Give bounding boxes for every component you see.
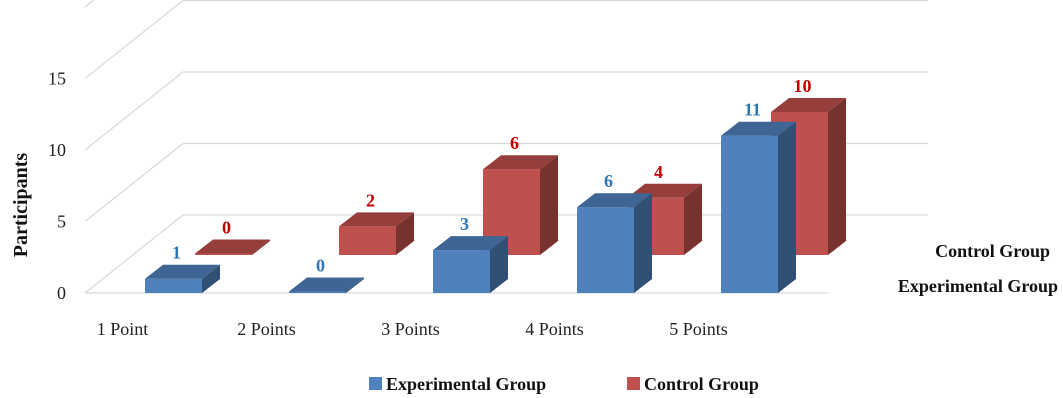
bar-front — [721, 135, 778, 293]
bar-side — [346, 277, 364, 293]
bar-top — [483, 155, 558, 170]
bar-front — [339, 226, 396, 255]
x-tick-label: 5 Points — [669, 319, 728, 339]
bar-experimental-group — [433, 236, 508, 293]
y-tick-label: 0 — [57, 283, 66, 303]
data-label: 0 — [316, 256, 325, 276]
legend: Experimental Group Control Group — [369, 374, 759, 394]
y-tick-label: 5 — [57, 212, 66, 232]
bar-side — [684, 183, 702, 255]
bar-side — [828, 98, 846, 255]
legend-label-control: Control Group — [644, 374, 759, 394]
legend-swatch-control — [627, 377, 640, 390]
bar-top — [771, 98, 846, 112]
data-label: 6 — [510, 133, 519, 153]
bar-side — [202, 264, 220, 293]
depth-label-control: Control Group — [935, 241, 1050, 261]
bar-top — [721, 121, 796, 136]
y-tick-label: 15 — [48, 69, 66, 89]
x-tick-label: 3 Points — [381, 319, 440, 339]
x-tick-label: 2 Points — [237, 319, 296, 339]
bar-front — [433, 250, 490, 293]
bar-front — [289, 291, 346, 293]
bars — [145, 98, 846, 293]
bar-top — [339, 212, 414, 227]
gridline — [84, 142, 928, 222]
bar-control-group — [195, 239, 270, 255]
data-label: 3 — [460, 214, 469, 234]
bar-experimental-group — [577, 193, 652, 293]
bar-side — [490, 236, 508, 293]
bar-front — [145, 278, 202, 293]
gridline — [84, 71, 928, 151]
bar-side — [540, 155, 558, 255]
data-label: 11 — [744, 100, 761, 120]
gridline — [84, 0, 928, 79]
bar-top — [145, 264, 220, 279]
bar-front — [577, 207, 634, 293]
bar-side — [396, 212, 414, 255]
legend-swatch-experimental — [369, 377, 382, 390]
bar-side — [252, 239, 270, 255]
bar-control-group — [339, 212, 414, 255]
y-tick-label: 10 — [48, 140, 66, 160]
bar-top — [433, 236, 508, 251]
x-tick-label: 1 Point — [97, 319, 149, 339]
bar-top — [195, 239, 270, 254]
data-label: 6 — [604, 171, 613, 191]
bar-experimental-group — [289, 277, 364, 293]
bar-side — [634, 193, 652, 293]
data-label: 2 — [366, 190, 375, 210]
x-tick-label: 4 Points — [525, 319, 584, 339]
bar-experimental-group — [145, 264, 220, 293]
y-axis-title: Participants — [10, 153, 32, 258]
bar-experimental-group — [721, 121, 796, 293]
depth-label-experimental: Experimental Group — [898, 276, 1058, 296]
data-label: 4 — [654, 162, 663, 182]
bar-side — [778, 121, 796, 293]
legend-label-experimental: Experimental Group — [386, 374, 546, 394]
bar-front — [195, 253, 252, 255]
data-label: 0 — [222, 218, 231, 238]
bar-top — [289, 277, 364, 292]
data-label: 1 — [172, 243, 181, 263]
bar-top — [577, 193, 652, 208]
data-label: 10 — [794, 76, 812, 96]
